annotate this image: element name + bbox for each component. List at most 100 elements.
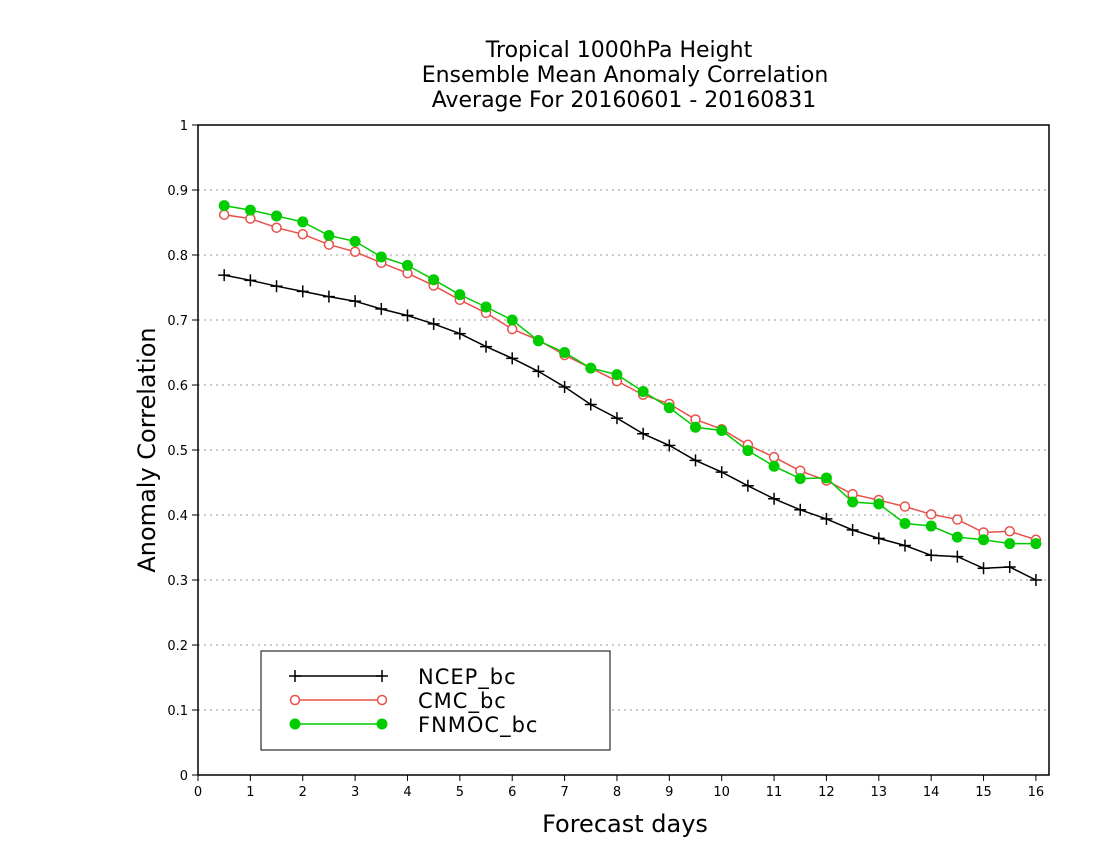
data-point [820, 472, 832, 484]
data-point [925, 520, 937, 532]
x-tick-label: 11 [766, 785, 783, 800]
data-point [218, 269, 231, 282]
data-point [349, 246, 361, 257]
data-point [480, 340, 493, 353]
data-point [289, 694, 301, 706]
data-point [427, 317, 440, 330]
chart-title-line-2: Ensemble Mean Anomaly Correlation [422, 63, 829, 88]
data-point [453, 327, 466, 340]
data-point [977, 562, 990, 575]
data-point [322, 290, 335, 303]
x-tick-label: 8 [613, 785, 621, 800]
data-point [270, 280, 283, 293]
x-tick-label: 7 [560, 785, 568, 800]
data-point [584, 398, 597, 411]
data-point [611, 369, 623, 381]
legend-label: CMC_bc [418, 689, 507, 714]
data-point [532, 365, 545, 378]
data-point [794, 503, 807, 516]
data-point [925, 549, 938, 562]
series-line [224, 204, 1036, 545]
legend-label: FNMOC_bc [418, 713, 538, 738]
data-point [820, 512, 833, 525]
series-ncep-bc [218, 269, 1042, 586]
series-lines [218, 200, 1042, 586]
data-point [218, 200, 230, 212]
data-point [271, 222, 282, 233]
data-point [271, 210, 283, 222]
chart-title: Tropical 1000hPa Height Ensemble Mean An… [422, 38, 829, 113]
x-tick-label: 4 [403, 785, 411, 800]
x-tick-label: 14 [923, 785, 940, 800]
x-axis: 0 1 2 3 4 5 6 7 8 9 10 11 12 13 14 15 16 [194, 775, 1044, 800]
data-point [218, 209, 230, 220]
x-axis-title: Forecast days [542, 810, 708, 838]
x-tick-label: 12 [818, 785, 835, 800]
data-point [323, 239, 335, 250]
data-point [401, 309, 414, 322]
x-tick-label: 3 [351, 785, 359, 800]
x-tick-label: 16 [1028, 785, 1045, 800]
data-point [289, 718, 301, 730]
grid-lines [198, 124, 1049, 711]
data-point [428, 274, 440, 286]
data-point [951, 531, 963, 543]
data-point [768, 460, 780, 472]
series-line [224, 274, 1037, 581]
data-point [925, 509, 937, 520]
data-point [1004, 526, 1015, 537]
y-tick-label: 0.7 [167, 314, 188, 329]
data-point [506, 314, 518, 326]
data-point [610, 412, 623, 425]
data-point [663, 402, 675, 414]
x-tick-label: 6 [508, 785, 516, 800]
legend-label: NCEP_bc [418, 665, 517, 690]
x-tick-label: 2 [299, 785, 307, 800]
data-point [297, 216, 309, 228]
chart-title-line-3: Average For 20160601 - 20160831 [432, 88, 817, 113]
data-point [375, 302, 388, 315]
data-point [506, 323, 518, 335]
data-point [401, 259, 413, 271]
y-tick-label: 0.9 [167, 184, 188, 199]
data-point [558, 380, 571, 393]
y-tick-label: 0.6 [167, 379, 188, 394]
y-tick-label: 1 [180, 119, 188, 134]
data-point [899, 517, 911, 529]
data-point [349, 235, 361, 247]
data-point [585, 362, 597, 374]
x-tick-label: 0 [194, 785, 202, 800]
data-point [768, 451, 780, 463]
data-point [1030, 538, 1042, 550]
y-tick-label: 0.8 [167, 249, 188, 264]
data-point [689, 454, 702, 467]
data-point [690, 421, 702, 433]
legend-entry: FNMOC_bc [289, 713, 538, 738]
data-point [1029, 574, 1042, 586]
data-point [741, 479, 754, 492]
series-line [224, 213, 1037, 541]
series-fnmoc-bc [218, 200, 1042, 550]
data-point [376, 670, 388, 682]
y-axis-title: Anomaly Correlation [133, 327, 161, 572]
x-tick-label: 5 [456, 785, 464, 800]
data-point [768, 492, 781, 505]
legend-entry: NCEP_bc [289, 665, 517, 690]
data-point [951, 550, 964, 563]
y-tick-label: 0 [180, 769, 188, 784]
data-point [244, 274, 257, 287]
data-point [742, 445, 754, 457]
x-tick-label: 15 [975, 785, 992, 800]
x-tick-label: 9 [665, 785, 673, 800]
data-point [794, 473, 806, 485]
data-point [349, 295, 362, 308]
data-point [952, 514, 963, 525]
data-point [532, 335, 544, 347]
y-tick-label: 0.4 [167, 509, 188, 524]
y-axis: 0 0.1 0.2 0.3 0.4 0.5 0.6 0.7 0.8 0.9 1 [167, 119, 198, 784]
data-point [559, 347, 571, 358]
x-tick-label: 13 [871, 785, 888, 800]
x-tick-label: 10 [713, 785, 730, 800]
